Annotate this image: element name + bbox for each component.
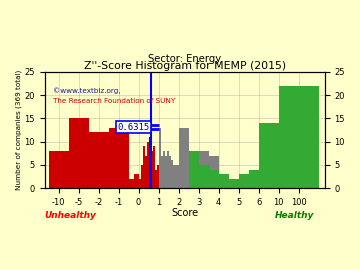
Bar bbox=[239, 174, 249, 188]
Bar bbox=[154, 170, 157, 188]
Bar bbox=[209, 170, 219, 188]
Bar bbox=[199, 165, 209, 188]
Bar bbox=[157, 165, 159, 188]
Bar bbox=[299, 86, 319, 188]
Bar bbox=[109, 128, 129, 188]
Text: The Research Foundation of SUNY: The Research Foundation of SUNY bbox=[53, 97, 175, 103]
Bar bbox=[143, 146, 145, 188]
Bar bbox=[149, 137, 150, 188]
Bar bbox=[249, 170, 259, 188]
Bar bbox=[147, 142, 149, 188]
Bar bbox=[165, 156, 167, 188]
Bar bbox=[219, 174, 229, 188]
Bar bbox=[139, 179, 141, 188]
Bar bbox=[175, 165, 177, 188]
Bar bbox=[177, 165, 179, 188]
Bar bbox=[179, 128, 189, 188]
Text: Healthy: Healthy bbox=[274, 211, 314, 221]
Bar bbox=[279, 86, 299, 188]
X-axis label: Score: Score bbox=[171, 208, 198, 218]
Bar bbox=[89, 132, 109, 188]
Text: Unhealthy: Unhealthy bbox=[45, 211, 96, 221]
Bar bbox=[259, 123, 279, 188]
Bar bbox=[68, 119, 89, 188]
Text: Sector: Energy: Sector: Energy bbox=[148, 54, 221, 64]
Bar bbox=[161, 156, 163, 188]
Bar bbox=[159, 128, 161, 188]
Bar bbox=[163, 151, 165, 188]
Bar bbox=[141, 165, 143, 188]
Bar bbox=[229, 179, 239, 188]
Bar bbox=[171, 160, 173, 188]
Y-axis label: Number of companies (369 total): Number of companies (369 total) bbox=[15, 70, 22, 190]
Bar bbox=[209, 156, 219, 188]
Bar bbox=[189, 151, 199, 188]
Bar bbox=[134, 174, 139, 188]
Bar bbox=[153, 146, 154, 188]
Bar bbox=[49, 151, 68, 188]
Bar bbox=[167, 151, 168, 188]
Bar bbox=[309, 146, 319, 188]
Text: ©www.textbiz.org,: ©www.textbiz.org, bbox=[53, 87, 121, 94]
Bar bbox=[173, 165, 175, 188]
Bar bbox=[168, 156, 171, 188]
Bar bbox=[150, 151, 153, 188]
Title: Z''-Score Histogram for MEMP (2015): Z''-Score Histogram for MEMP (2015) bbox=[84, 61, 286, 71]
Bar bbox=[145, 156, 147, 188]
Bar bbox=[189, 151, 199, 188]
Bar bbox=[129, 179, 134, 188]
Bar bbox=[199, 151, 209, 188]
Text: 0.6315: 0.6315 bbox=[117, 123, 149, 131]
